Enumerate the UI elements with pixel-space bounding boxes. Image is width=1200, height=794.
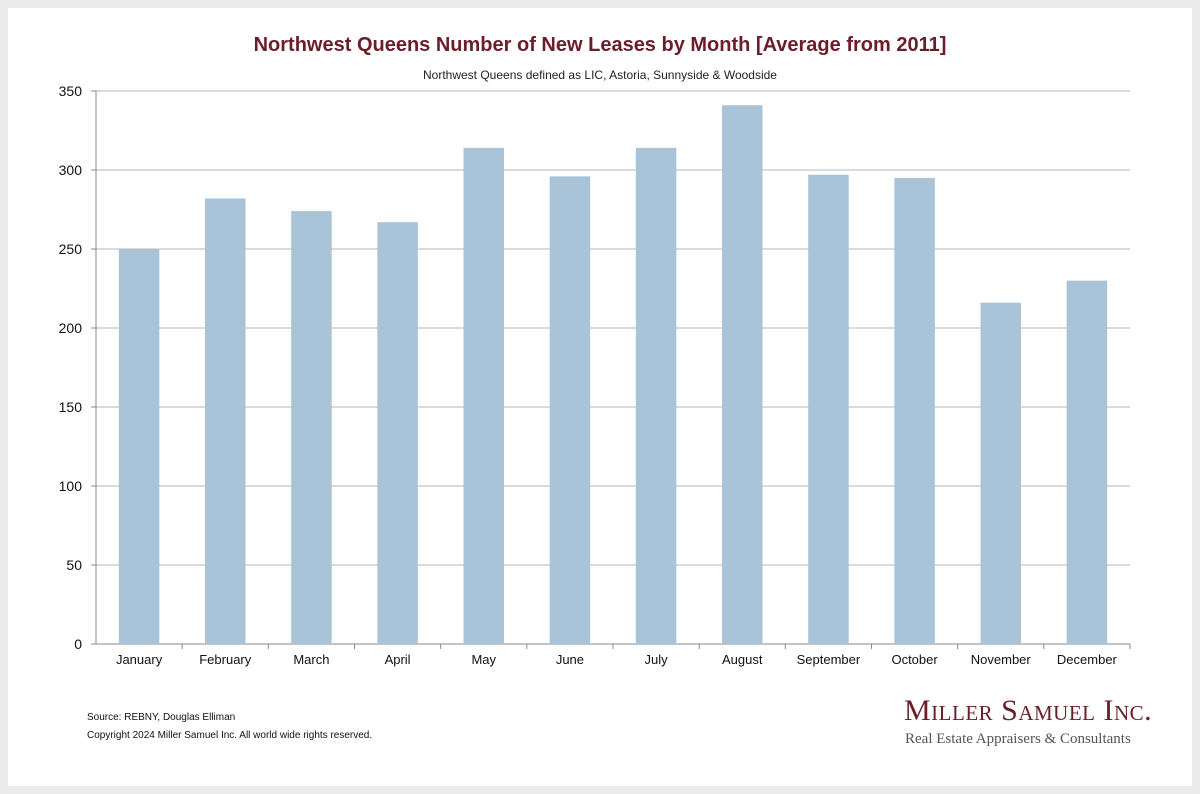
- copyright-note: Copyright 2024 Miller Samuel Inc. All wo…: [87, 730, 373, 741]
- bar: [463, 147, 504, 644]
- x-tick-label: December: [1057, 652, 1118, 667]
- bar: [1066, 280, 1108, 644]
- bar: [722, 105, 763, 645]
- source-note: Source: REBNY, Douglas Elliman: [87, 712, 236, 723]
- x-tick-label: May: [471, 652, 496, 667]
- bar: [894, 177, 935, 644]
- bar: [980, 302, 1021, 644]
- y-tick-label: 150: [59, 399, 83, 415]
- company-logo-name: Miller Samuel Inc.: [904, 694, 1153, 727]
- x-tick-label: October: [891, 652, 938, 667]
- y-tick-label: 50: [66, 557, 82, 573]
- y-tick-label: 100: [59, 478, 83, 494]
- bar: [377, 222, 418, 644]
- x-tick-label: September: [797, 652, 861, 667]
- x-tick-label: July: [645, 652, 669, 667]
- x-tick-label: February: [199, 652, 252, 667]
- x-tick-label: March: [293, 652, 329, 667]
- y-tick-label: 0: [74, 636, 82, 652]
- x-tick-label: January: [116, 652, 163, 667]
- bar: [549, 176, 591, 644]
- bar: [118, 249, 160, 644]
- y-tick-label: 300: [59, 162, 83, 178]
- bar: [205, 198, 246, 644]
- y-tick-label: 200: [59, 320, 83, 336]
- bar: [808, 174, 849, 645]
- x-tick-label: June: [556, 652, 584, 667]
- x-tick-label: April: [385, 652, 411, 667]
- x-tick-label: August: [722, 652, 763, 667]
- x-tick-label: November: [971, 652, 1032, 667]
- chart-title: Northwest Queens Number of New Leases by…: [253, 34, 947, 56]
- chart-subtitle: Northwest Queens defined as LIC, Astoria…: [423, 68, 777, 82]
- bar: [635, 147, 677, 644]
- company-logo-tagline: Real Estate Appraisers & Consultants: [905, 731, 1131, 747]
- y-tick-label: 250: [59, 241, 83, 257]
- y-tick-label: 350: [59, 83, 83, 99]
- bar: [291, 211, 332, 644]
